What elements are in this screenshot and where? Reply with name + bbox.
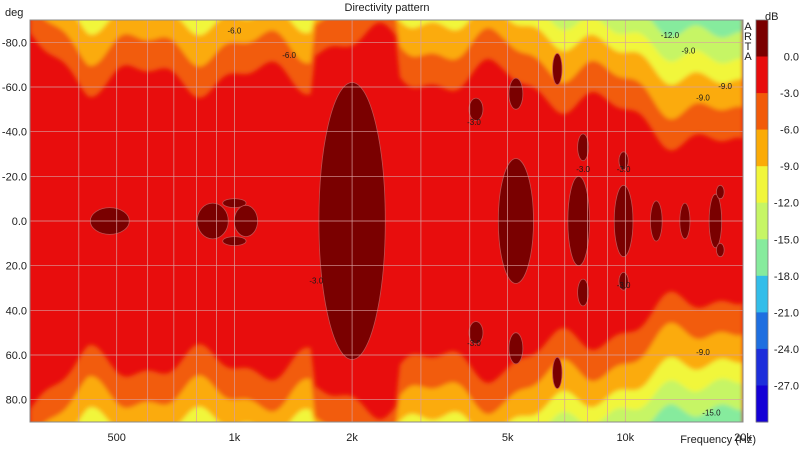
contour-label-5: -9.0 bbox=[718, 82, 732, 91]
hotspot-11 bbox=[508, 332, 524, 365]
hotspot-8 bbox=[468, 321, 484, 345]
colorbar-segment bbox=[756, 275, 768, 313]
y-tick-label: 0.0 bbox=[12, 216, 27, 228]
contour-label-4: -9.0 bbox=[682, 47, 696, 56]
x-tick-label: 500 bbox=[108, 432, 126, 444]
colorbar-segment bbox=[756, 202, 768, 240]
colorbar-label: 0.0 bbox=[784, 52, 799, 64]
watermark-letter: A bbox=[744, 51, 752, 63]
colorbar-label: -27.0 bbox=[774, 380, 799, 392]
hotspot-24 bbox=[715, 242, 725, 258]
contour-labels: -6.0-6.0-12.0-9.0-9.0-9.0-9.0-15.0-3.0-3… bbox=[228, 26, 733, 417]
x-axis-label: Frequency (Hz) bbox=[680, 434, 756, 446]
x-tick-label: 10k bbox=[616, 432, 634, 444]
contour-label-6: -9.0 bbox=[696, 93, 710, 102]
contour-label-13: -3.0 bbox=[467, 339, 481, 348]
contour-label-10: -3.0 bbox=[576, 165, 590, 174]
y-tick-label: 40.0 bbox=[6, 305, 27, 317]
colorbar-segment bbox=[756, 93, 768, 131]
y-tick-label: 60.0 bbox=[6, 350, 27, 362]
watermark-letter: R bbox=[744, 31, 752, 43]
colorbar-frame bbox=[755, 19, 769, 423]
grid-lines bbox=[30, 20, 743, 422]
hotspot-23 bbox=[715, 184, 725, 200]
band-lower-5 bbox=[651, 404, 743, 422]
hotspot-19 bbox=[618, 271, 629, 291]
band-upper-5 bbox=[651, 20, 743, 38]
colorbar-segment bbox=[756, 239, 768, 277]
contour-label-2: -6.0 bbox=[282, 51, 296, 60]
contour-label-11: -3.0 bbox=[617, 165, 631, 174]
x-tick-label: 20k bbox=[734, 432, 752, 444]
x-tick-label: 5k bbox=[502, 432, 514, 444]
y-tick-label: -80.0 bbox=[2, 37, 27, 49]
y-tick-label: -40.0 bbox=[2, 127, 27, 139]
colorbar-segment bbox=[756, 20, 768, 57]
x-tick-labels: 500 1k 2k 5k 10k 20k bbox=[108, 432, 753, 444]
contour-label-3: -12.0 bbox=[661, 31, 680, 40]
chart-title: Directivity pattern bbox=[345, 2, 430, 14]
heatmap-plot-area: -6.0-6.0-12.0-9.0-9.0-9.0-9.0-15.0-3.0-3… bbox=[30, 20, 743, 422]
x-tick-label: 2k bbox=[346, 432, 358, 444]
x-tick-label: 1k bbox=[229, 432, 241, 444]
contour-label-1: -6.0 bbox=[228, 26, 242, 35]
y-tick-label: -60.0 bbox=[2, 82, 27, 94]
contour-label-14: -3.0 bbox=[617, 281, 631, 290]
colorbar-segment bbox=[756, 166, 768, 204]
colorbar-label: -3.0 bbox=[780, 88, 799, 100]
watermark-letter: T bbox=[745, 41, 752, 53]
hotspot-16 bbox=[577, 278, 589, 307]
colorbar: 0.0 -3.0 -6.0 -9.0 -12.0 -15.0 -18.0 -21.0 -24.0… bbox=[755, 19, 799, 423]
colorbar-label: -24.0 bbox=[774, 344, 799, 356]
hotspot-12 bbox=[552, 53, 563, 86]
colorbar-label: -12.0 bbox=[774, 198, 799, 210]
hotspot-18 bbox=[618, 151, 629, 171]
hotspot-10 bbox=[508, 77, 524, 110]
contour-label-9: -3.0 bbox=[467, 118, 481, 127]
colorbar-label: -9.0 bbox=[780, 161, 799, 173]
y-tick-labels: -80.0 -60.0 -40.0 -20.0 0.0 20.0 40.0 60.0 80.0 bbox=[2, 37, 27, 406]
contour-label-7: -9.0 bbox=[696, 348, 710, 357]
hotspots bbox=[89, 53, 725, 389]
y-tick-label: -20.0 bbox=[2, 171, 27, 183]
colorbar-label: -21.0 bbox=[774, 307, 799, 319]
y-tick-label: 20.0 bbox=[6, 261, 27, 273]
contour-label-12: -3.0 bbox=[309, 277, 323, 286]
contour-label-8: -15.0 bbox=[702, 408, 721, 417]
colorbar-segment bbox=[756, 56, 768, 94]
watermark-letter: A bbox=[744, 21, 752, 33]
hotspot-15 bbox=[577, 133, 589, 162]
colorbar-segment bbox=[756, 312, 768, 350]
band-lower-4 bbox=[550, 378, 743, 422]
colorbar-segment bbox=[756, 129, 768, 167]
colorbar-label: -6.0 bbox=[780, 125, 799, 137]
colorbar-segment bbox=[756, 348, 768, 386]
band-upper-4 bbox=[550, 20, 743, 64]
hotspot-7 bbox=[468, 97, 484, 121]
colorbar-segment bbox=[756, 385, 768, 423]
y-axis-label: deg bbox=[5, 7, 23, 19]
colorbar-label: -18.0 bbox=[774, 271, 799, 283]
y-tick-label: 80.0 bbox=[6, 395, 27, 407]
hotspot-13 bbox=[552, 356, 563, 389]
band-lower-3 bbox=[77, 357, 743, 422]
colorbar-label: -15.0 bbox=[774, 234, 799, 246]
plot-frame bbox=[29, 19, 744, 423]
band-upper-3 bbox=[77, 20, 743, 85]
